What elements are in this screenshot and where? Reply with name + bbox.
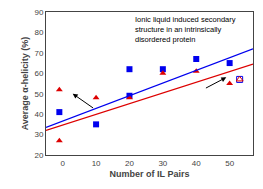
svg-text:20: 20 <box>34 151 43 160</box>
svg-text:10: 10 <box>92 159 101 168</box>
svg-text:60: 60 <box>34 69 43 78</box>
svg-text:Ionic liquid induced secondary: Ionic liquid induced secondarystructure … <box>135 15 236 44</box>
svg-text:0: 0 <box>60 159 65 168</box>
svg-text:Number of IL Pairs: Number of IL Pairs <box>110 169 190 179</box>
svg-text:70: 70 <box>34 49 43 58</box>
svg-text:30: 30 <box>158 159 167 168</box>
svg-text:Average α-helicity (%): Average α-helicity (%) <box>20 37 30 131</box>
svg-text:40: 40 <box>34 110 43 119</box>
svg-text:50: 50 <box>34 90 43 99</box>
svg-text:90: 90 <box>34 8 43 17</box>
svg-text:40: 40 <box>192 159 201 168</box>
svg-text:80: 80 <box>34 28 43 37</box>
svg-text:50: 50 <box>225 159 234 168</box>
svg-text:20: 20 <box>125 159 134 168</box>
svg-text:30: 30 <box>34 130 43 139</box>
